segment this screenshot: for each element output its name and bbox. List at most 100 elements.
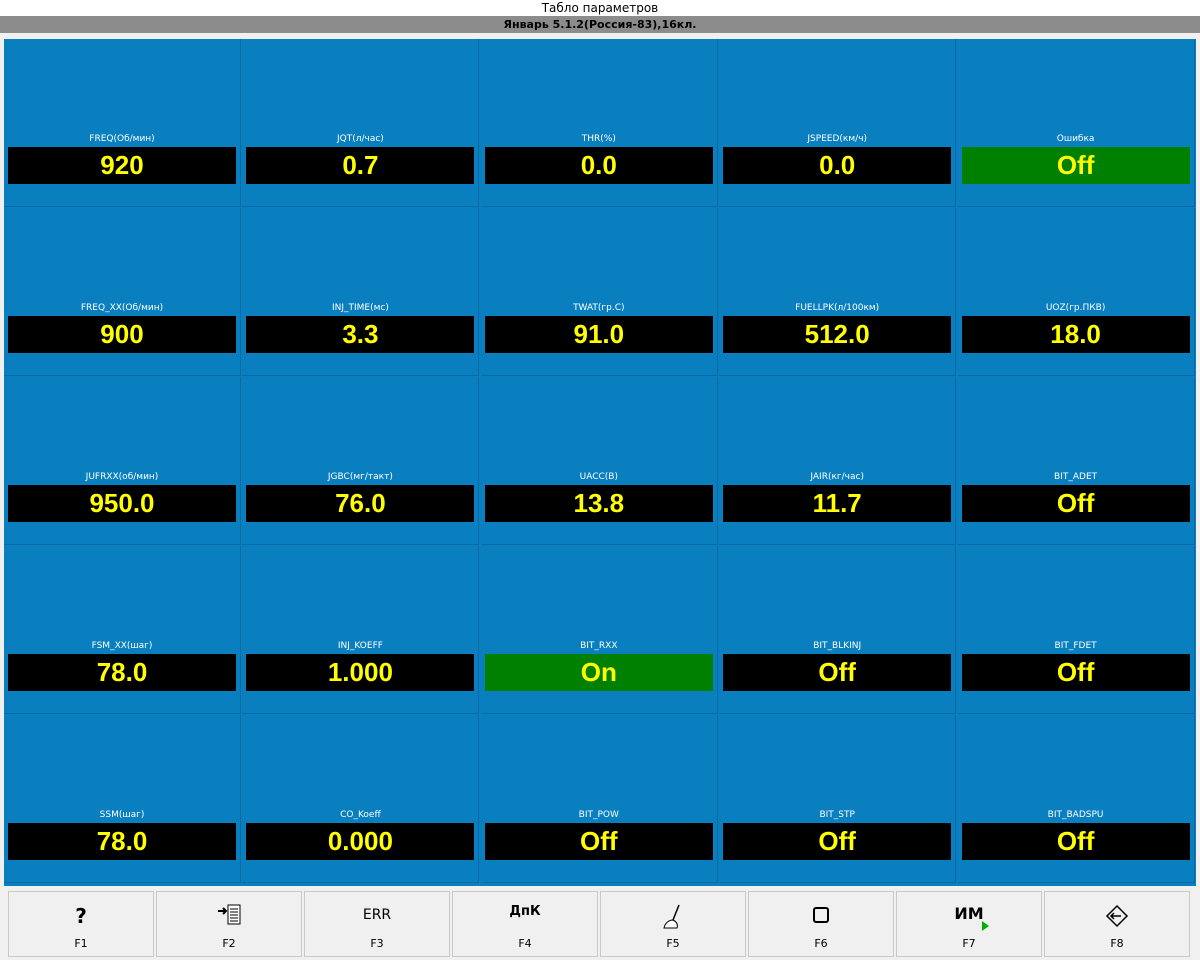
parameter-value: 91.0	[484, 316, 713, 353]
parameter-value: 950.0	[8, 485, 236, 522]
parameter-cell: JGBC(мг/такт) 76.0	[242, 377, 480, 545]
parameter-value: Off	[723, 654, 952, 691]
parameter-cell: UOZ(гр.ПКВ) 18.0	[957, 208, 1195, 376]
parameter-value: 920	[8, 147, 236, 184]
key-label: F7	[962, 937, 976, 950]
parameter-label: FUELLPK(л/100км)	[795, 303, 880, 313]
icon: ДпК	[509, 904, 541, 919]
parameter-label: JSPEED(км/ч)	[807, 134, 868, 144]
parameter-value: 18.0	[961, 316, 1190, 353]
parameter-cell: FUELLPK(л/100км) 512.0	[719, 208, 957, 376]
key-label: F5	[666, 937, 680, 950]
parameter-cell: Ошибка Off	[957, 39, 1195, 207]
parameter-cell: BIT_POW Off	[480, 715, 718, 883]
parameter-value: Off	[961, 823, 1190, 860]
parameter-label: TWAT(гр.C)	[573, 303, 625, 313]
parameter-label: UOZ(гр.ПКВ)	[1045, 303, 1106, 313]
parameter-label: BIT_BLKINJ	[813, 641, 862, 651]
parameter-cell: FSM_XX(шаг) 78.0	[4, 546, 241, 714]
parameter-cell: SSM(шаг) 78.0	[4, 715, 241, 883]
parameter-cell: BIT_FDET Off	[957, 546, 1195, 714]
play-icon	[982, 921, 989, 931]
parameter-value: Off	[961, 147, 1190, 184]
parameter-label: INJ_TIME(мс)	[331, 303, 389, 313]
toolbar: ? F1 F2 ERR F3 ДпК F4 F5 F6 ИМ F7 F8	[8, 891, 1192, 958]
window-title: Табло параметров	[0, 0, 1200, 16]
parameter-cell: INJ_TIME(мс) 3.3	[242, 208, 480, 376]
import-icon	[218, 904, 241, 925]
parameter-cell: UACC(В) 13.8	[480, 377, 718, 545]
f2-button[interactable]: F2	[156, 891, 302, 957]
parameter-label: BIT_POW	[578, 810, 619, 820]
key-label: F4	[518, 937, 532, 950]
parameter-cell: BIT_BLKINJ Off	[719, 546, 957, 714]
parameter-value: Off	[961, 654, 1190, 691]
parameter-value: 0.0	[484, 147, 713, 184]
f4-button[interactable]: ДпК F4	[452, 891, 598, 957]
parameter-cell: FREQ(Об/мин) 920	[4, 39, 241, 207]
icon: ?	[75, 904, 87, 928]
f5-button[interactable]: F5	[600, 891, 746, 957]
icon	[1045, 904, 1189, 928]
parameter-label: BIT_BADSPU	[1047, 810, 1104, 820]
parameter-cell: THR(%) 0.0	[480, 39, 718, 207]
parameter-value: 0.7	[246, 147, 475, 184]
parameter-label: FREQ_XX(Об/мин)	[80, 303, 164, 313]
f7-button[interactable]: ИМ F7	[896, 891, 1042, 957]
parameter-cell: BIT_RXX On	[480, 546, 718, 714]
icon: ИМ	[954, 904, 984, 923]
parameter-label: Ошибка	[1056, 134, 1095, 144]
parameter-value: 1.000	[246, 654, 475, 691]
icon	[749, 906, 893, 924]
parameter-cell: CO_Koeff 0.000	[242, 715, 480, 883]
parameter-cell: BIT_STP Off	[719, 715, 957, 883]
f1-button[interactable]: ? F1	[8, 891, 154, 957]
parameter-value: 512.0	[723, 316, 952, 353]
key-label: F2	[222, 937, 236, 950]
icon	[601, 904, 745, 930]
icon: ERR	[362, 907, 392, 923]
subtitle: Январь 5.1.2(Россия-83),16кл.	[0, 16, 1200, 33]
parameter-value: 13.8	[484, 485, 713, 522]
parameter-label: FSM_XX(шаг)	[91, 641, 153, 651]
key-label: F3	[370, 937, 384, 950]
parameter-value: On	[484, 654, 713, 691]
parameter-label: BIT_RXX	[580, 641, 618, 651]
key-label: F6	[814, 937, 828, 950]
f6-button[interactable]: F6	[748, 891, 894, 957]
key-label: F8	[1110, 937, 1124, 950]
parameter-value: 11.7	[723, 485, 952, 522]
icon	[157, 904, 301, 926]
parameter-cell: JQT(л/час) 0.7	[242, 39, 480, 207]
parameter-value: 78.0	[8, 823, 236, 860]
stop-icon	[813, 907, 829, 923]
parameter-value: 76.0	[246, 485, 475, 522]
parameter-value: 3.3	[246, 316, 475, 353]
parameter-label: BIT_FDET	[1054, 641, 1097, 651]
parameter-value: 0.0	[723, 147, 952, 184]
parameter-label: INJ_KOEFF	[337, 641, 383, 651]
f8-button[interactable]: F8	[1044, 891, 1190, 957]
parameter-value: 78.0	[8, 654, 236, 691]
parameter-label: CO_Koeff	[340, 810, 381, 820]
parameter-cell: BIT_BADSPU Off	[957, 715, 1195, 883]
parameter-value: Off	[484, 823, 713, 860]
parameter-cell: BIT_ADET Off	[957, 377, 1195, 545]
parameter-label: BIT_ADET	[1054, 472, 1098, 482]
parameter-label: BIT_STP	[819, 810, 855, 820]
parameter-label: THR(%)	[581, 134, 616, 144]
parameter-label: SSM(шаг)	[99, 810, 145, 820]
broom-icon	[663, 904, 680, 929]
f3-button[interactable]: ERR F3	[304, 891, 450, 957]
parameter-label: JAIR(кг/час)	[810, 472, 864, 482]
parameter-cell: TWAT(гр.C) 91.0	[480, 208, 718, 376]
parameter-label: UACC(В)	[579, 472, 618, 482]
parameter-label: JGBC(мг/такт)	[327, 472, 393, 482]
key-label: F1	[74, 937, 88, 950]
parameter-label: FREQ(Об/мин)	[89, 134, 155, 144]
parameter-cell: INJ_KOEFF 1.000	[242, 546, 480, 714]
parameter-cell: JAIR(кг/час) 11.7	[719, 377, 957, 545]
parameter-value: 0.000	[246, 823, 475, 860]
parameter-label: JUFRXX(об/мин)	[85, 472, 159, 482]
